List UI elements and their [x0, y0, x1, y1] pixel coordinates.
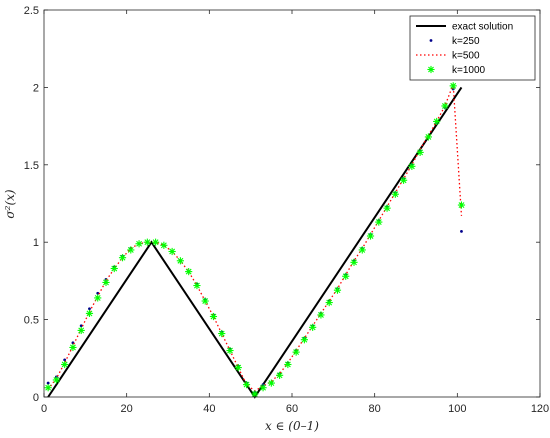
exact-solution-line: [47, 86, 463, 399]
k1000-point: [276, 371, 284, 379]
y-tick-label: 0.5: [24, 315, 39, 327]
k250-point: [79, 324, 83, 328]
k250-point: [46, 381, 50, 385]
legend-item-k-250: k=250: [429, 36, 480, 47]
k250-point: [460, 229, 463, 233]
k1000-point: [209, 312, 218, 321]
k1000-point: [284, 360, 292, 369]
k1000-point: [242, 381, 251, 389]
k1000-point: [176, 257, 184, 265]
k1000-point: [226, 346, 234, 355]
k1000-point: [391, 190, 399, 198]
y-tick-label: 2.5: [24, 5, 39, 17]
y-tick-label: 2: [33, 82, 39, 94]
k1000-point: [44, 384, 52, 392]
k250-point: [96, 291, 100, 295]
legend-label: k=500: [452, 51, 480, 62]
y-tick-label: 1: [33, 237, 39, 249]
k1000-point: [424, 133, 432, 141]
x-tick-label: 20: [121, 403, 133, 415]
k1000-point: [375, 218, 383, 226]
k1000-point: [457, 201, 466, 209]
x-tick-label: 0: [41, 403, 47, 415]
y-axis-label: σ²(x): [3, 189, 17, 218]
legend-item-exact-solution: exact solution: [416, 22, 513, 33]
k1000-point: [342, 272, 350, 280]
x-axis-label: x ∈ (0–1): [265, 419, 319, 433]
legend-swatch: [429, 39, 433, 42]
k1000-point: [292, 348, 300, 356]
k1000-point: [259, 384, 267, 392]
x-tick-label: 40: [203, 403, 215, 415]
k1000-point: [433, 117, 441, 126]
k1000-point: [309, 323, 317, 331]
x-tick-label: 60: [286, 403, 298, 415]
legend-item-k-500: k=500: [416, 51, 480, 62]
series-k-1000: [44, 82, 466, 398]
legend-swatch: [427, 65, 435, 74]
k1000-point: [185, 268, 193, 276]
k1000-point: [234, 363, 242, 372]
x-tick-label: 120: [531, 403, 549, 415]
k1000-point: [168, 247, 176, 256]
k1000-point: [441, 102, 449, 110]
k1000-point: [201, 297, 209, 305]
series-exact-solution: [47, 86, 463, 399]
y-tick-label: 1.5: [24, 160, 39, 172]
legend-label: k=1000: [452, 65, 486, 76]
k1000-point: [94, 294, 102, 302]
k1000-point: [358, 246, 366, 254]
k1000-point: [383, 204, 391, 212]
k1000-point: [143, 238, 151, 246]
k250-point: [63, 358, 67, 362]
k1000-point: [135, 240, 143, 248]
k1000-point: [333, 286, 342, 294]
k1000-point: [193, 281, 201, 290]
k1000-point: [325, 298, 333, 307]
k1000-point: [400, 176, 408, 184]
legend-label: exact solution: [452, 22, 513, 33]
k1000-point: [77, 326, 85, 335]
legend-label: k=250: [452, 36, 480, 47]
k1000-point: [160, 241, 168, 249]
k1000-point: [110, 264, 118, 273]
k1000-point: [218, 329, 226, 338]
k1000-point: [350, 258, 358, 266]
k250-point: [88, 307, 91, 311]
x-tick-label: 80: [369, 403, 381, 415]
k1000-point: [85, 309, 94, 318]
k1000-point: [152, 238, 160, 246]
k1000-point: [251, 390, 259, 398]
x-tick-label: 100: [448, 403, 466, 415]
k1000-point: [366, 232, 375, 240]
k1000-point: [408, 162, 416, 170]
k1000-point: [416, 148, 424, 157]
k1000-point: [52, 376, 60, 384]
k1000-point: [69, 343, 77, 352]
k1000-point: [118, 254, 127, 262]
k1000-point: [449, 82, 457, 90]
k1000-point: [127, 246, 135, 254]
k1000-point: [317, 311, 325, 319]
y-tick-label: 0: [33, 392, 39, 404]
k1000-point: [267, 379, 275, 387]
k1000-point: [300, 336, 308, 344]
k1000-point: [61, 360, 69, 369]
k1000-point: [102, 278, 110, 287]
legend: exact solution k=250 k=500 k=1000: [409, 15, 536, 81]
legend-item-k-1000: k=1000: [427, 65, 486, 76]
